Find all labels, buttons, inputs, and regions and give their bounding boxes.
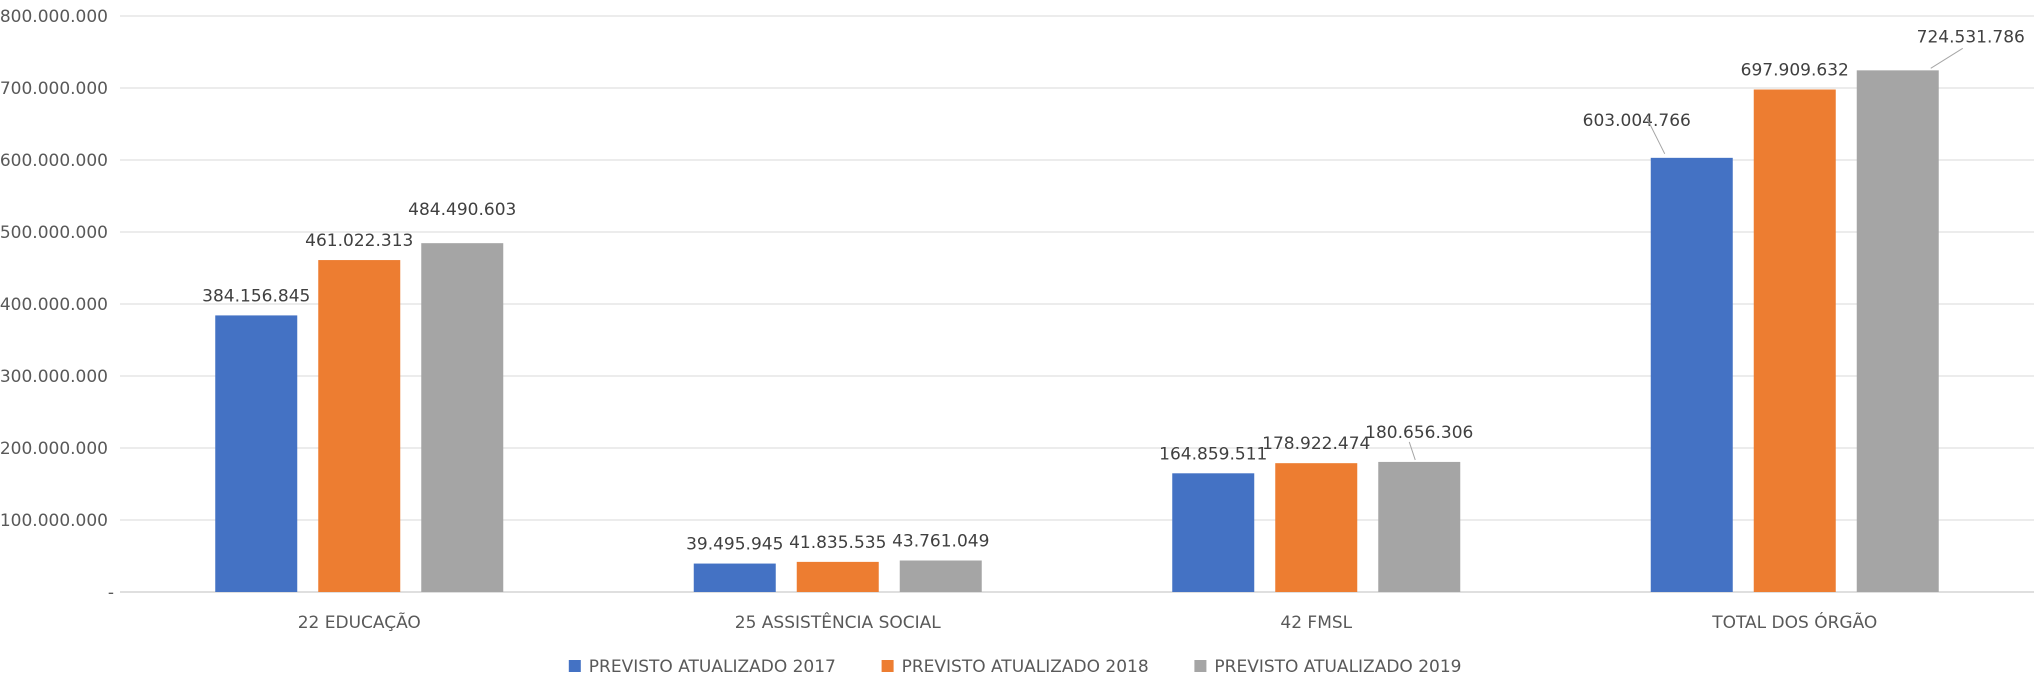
y-tick-label: 100.000.000	[0, 511, 108, 531]
data-label: 697.909.632	[1741, 61, 1849, 81]
y-tick-label: -	[108, 583, 114, 603]
data-label: 603.004.766	[1583, 111, 1691, 131]
bar	[1753, 89, 1836, 592]
legend-swatch	[568, 660, 581, 672]
bar	[1275, 463, 1358, 592]
data-label: 484.490.603	[408, 200, 516, 220]
y-tick-label: 300.000.000	[0, 367, 108, 387]
legend-swatch	[881, 660, 894, 672]
x-axis-categories: 22 EDUCAÇÃO 25 ASSISTÊNCIA SOCIAL 42 FMSL T…	[298, 611, 1878, 633]
data-label: 41.835.535	[789, 533, 886, 553]
bar	[1650, 157, 1733, 593]
bars	[215, 70, 1939, 593]
category-label: 42 FMSL	[1280, 613, 1352, 633]
legend-label: PREVISTO ATUALIZADO 2017	[589, 657, 836, 677]
legend-swatch	[1194, 660, 1207, 672]
bar	[215, 315, 298, 592]
bar	[318, 260, 401, 592]
y-tick-label: 700.000.000	[0, 79, 108, 99]
data-label: 384.156.845	[202, 286, 310, 306]
category-label: 22 EDUCAÇÃO	[298, 611, 421, 633]
bar	[1378, 461, 1461, 592]
y-tick-label: 600.000.000	[0, 151, 108, 171]
y-tick-label: 200.000.000	[0, 439, 108, 459]
data-label: 39.495.945	[686, 535, 783, 555]
category-label: 25 ASSISTÊNCIA SOCIAL	[735, 611, 941, 633]
bar	[421, 243, 504, 593]
bar	[1856, 70, 1939, 593]
leader-line	[1408, 441, 1416, 461]
bar	[1172, 473, 1255, 592]
data-label: 178.922.474	[1262, 434, 1370, 454]
data-label: 164.859.511	[1159, 444, 1267, 464]
data-label: 461.022.313	[305, 231, 413, 251]
data-labels: 384.156.845 461.022.313 484.490.603 39.495.…	[202, 27, 2025, 554]
y-tick-label: 800.000.000	[0, 7, 108, 27]
y-axis-ticks: - 100.000.000 200.000.000 300.000.000 400.00…	[0, 7, 114, 603]
data-label: 180.656.306	[1365, 423, 1473, 443]
y-tick-label: 400.000.000	[0, 295, 108, 315]
leader-line	[1646, 117, 1666, 155]
gridlines	[120, 15, 2034, 593]
category-label: TOTAL DOS ÓRGÃO	[1711, 611, 1877, 633]
legend-label: PREVISTO ATUALIZADO 2018	[902, 657, 1149, 677]
legend-label: PREVISTO ATUALIZADO 2019	[1214, 657, 1461, 677]
y-tick-label: 500.000.000	[0, 223, 108, 243]
legend: PREVISTO ATUALIZADO 2017 PREVISTO ATUALIZ…	[568, 657, 1461, 677]
bar	[693, 563, 776, 592]
data-label: 724.531.786	[1917, 27, 2025, 47]
leader-line	[1930, 47, 1964, 69]
bar	[796, 561, 879, 592]
data-label: 43.761.049	[892, 531, 989, 551]
bar	[899, 560, 982, 592]
